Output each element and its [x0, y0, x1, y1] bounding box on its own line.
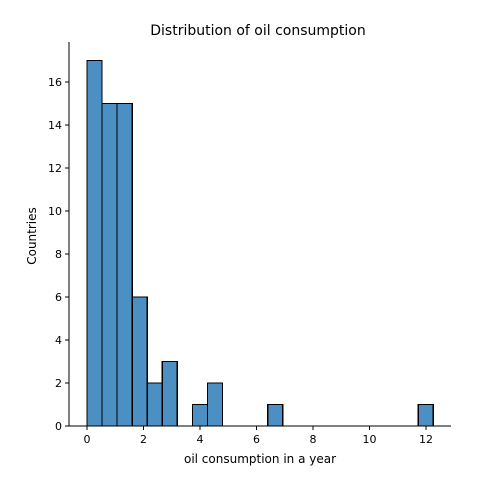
x-ticks-group: 0 2 4 6 8 10 12	[84, 426, 433, 446]
x-axis-label: oil consumption in a year	[184, 452, 336, 466]
y-ticks-group: 0 2 4 6 8 10 12 14 16	[48, 76, 69, 433]
y-tick-label: 16	[48, 76, 62, 89]
histogram-bar	[116, 102, 133, 427]
histogram-bar	[131, 296, 148, 427]
x-tick-label: 8	[310, 433, 317, 446]
x-tick-label: 10	[363, 433, 377, 446]
y-tick-label: 14	[48, 119, 62, 132]
y-tick-label: 8	[55, 248, 62, 261]
y-tick-label: 4	[55, 334, 62, 347]
chart-title: Distribution of oil consumption	[150, 23, 366, 39]
x-tick-label: 2	[140, 433, 147, 446]
histogram-bar	[206, 382, 224, 427]
histogram-bar	[86, 59, 103, 427]
x-tick-label: 4	[197, 433, 204, 446]
histogram-bar	[417, 403, 434, 427]
y-tick-label: 6	[55, 291, 62, 304]
y-tick-label: 10	[48, 205, 62, 218]
histogram-bar	[146, 382, 163, 427]
bars-group	[86, 59, 434, 427]
histogram-bar	[161, 360, 178, 427]
y-tick-label: 12	[48, 162, 62, 175]
x-tick-label: 12	[419, 433, 433, 446]
y-axis-label: Countries	[25, 207, 39, 265]
x-tick-label: 0	[84, 433, 91, 446]
histogram-bar	[101, 102, 118, 427]
histogram-bar	[191, 403, 209, 427]
y-tick-label: 2	[55, 377, 62, 390]
histogram-bar	[267, 403, 284, 427]
x-tick-label: 6	[253, 433, 260, 446]
y-tick-label: 0	[55, 420, 62, 433]
